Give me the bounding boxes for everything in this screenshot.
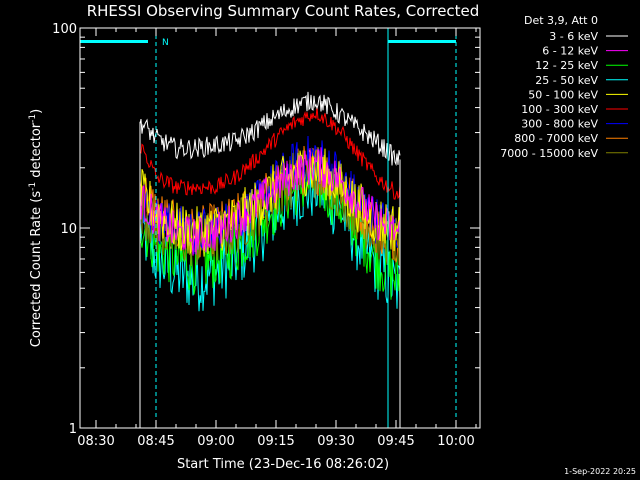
y-axis-label-end: ) [29, 109, 44, 114]
legend-label: 800 - 7000 keV [514, 132, 598, 145]
x-tick-label: 10:00 [437, 434, 474, 449]
legend-label: 7000 - 15000 keV [500, 147, 598, 160]
legend-label: 300 - 800 keV [521, 118, 598, 131]
legend-label: 3 - 6 keV [549, 30, 598, 43]
y-axis-label: Corrected Count Rate (s-1 detector-1) [28, 109, 44, 347]
y-axis-label-sup-2: -1 [28, 114, 38, 123]
y-axis-label-sup-1: -1 [28, 182, 38, 191]
legend-title: Det 3,9, Att 0 [524, 14, 598, 27]
x-tick-label: 09:30 [317, 434, 354, 449]
x-tick-label: 09:45 [377, 434, 414, 449]
legend-label: 6 - 12 keV [542, 45, 598, 58]
series-line-5 [139, 106, 401, 200]
y-tick-label: 1 [69, 422, 77, 437]
series-line-4 [139, 147, 401, 257]
night-marker: N [162, 38, 169, 48]
x-tick-label: 08:30 [77, 434, 114, 449]
series-line-0 [139, 91, 401, 167]
x-tick-label: 09:00 [197, 434, 234, 449]
y-axis-label-base: Corrected Count Rate (s [29, 191, 44, 348]
x-tick-label: 09:15 [257, 434, 294, 449]
attenuator-bar [80, 40, 148, 43]
footer-date: 1-Sep-2022 20:25 [564, 467, 636, 476]
legend-label: 100 - 300 keV [521, 103, 598, 116]
y-axis-label-mid: detector [29, 122, 44, 182]
x-axis-label: Start Time (23-Dec-16 08:26:02) [177, 457, 389, 472]
legend-label: 25 - 50 keV [535, 74, 598, 87]
y-tick-label: 100 [52, 22, 77, 37]
legend-label: 12 - 25 keV [535, 59, 598, 72]
axes-group: 08:30 08:45 09:00 09:15 09:30 09:45 10:00 1 10 10… [52, 22, 480, 449]
y-tick-label: 10 [60, 222, 77, 237]
x-tick-label: 08:45 [137, 434, 174, 449]
legend-label: 50 - 100 keV [528, 88, 598, 101]
attenuator-bar [388, 40, 456, 43]
series-line-1 [139, 147, 401, 256]
series-group [139, 91, 401, 428]
series-line-8 [139, 149, 401, 267]
chart-title: RHESSI Observing Summary Count Rates, Co… [87, 2, 480, 20]
